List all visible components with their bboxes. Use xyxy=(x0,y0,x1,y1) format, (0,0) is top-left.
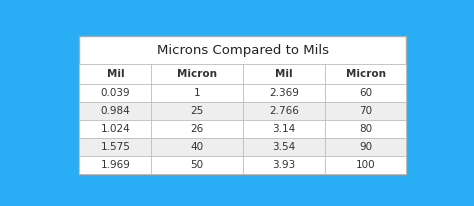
Text: 3.54: 3.54 xyxy=(272,142,295,152)
Text: 25: 25 xyxy=(191,106,204,116)
Text: Mil: Mil xyxy=(107,69,124,79)
FancyBboxPatch shape xyxy=(80,138,406,156)
Text: 80: 80 xyxy=(359,124,372,134)
Text: Microns Compared to Mils: Microns Compared to Mils xyxy=(157,44,329,57)
Text: 2.369: 2.369 xyxy=(269,88,299,98)
Text: Micron: Micron xyxy=(177,69,217,79)
Text: 70: 70 xyxy=(359,106,372,116)
Text: 90: 90 xyxy=(359,142,372,152)
Text: 0.984: 0.984 xyxy=(100,106,130,116)
Text: Mil: Mil xyxy=(275,69,292,79)
Text: 40: 40 xyxy=(191,142,204,152)
Text: 50: 50 xyxy=(191,160,204,170)
Text: 1.969: 1.969 xyxy=(100,160,130,170)
FancyBboxPatch shape xyxy=(80,120,406,138)
FancyBboxPatch shape xyxy=(80,84,406,102)
FancyBboxPatch shape xyxy=(80,102,406,120)
Text: 0.039: 0.039 xyxy=(100,88,130,98)
Text: 3.14: 3.14 xyxy=(272,124,295,134)
Text: 1.024: 1.024 xyxy=(100,124,130,134)
Text: 100: 100 xyxy=(356,160,375,170)
Text: 1.575: 1.575 xyxy=(100,142,130,152)
Text: 26: 26 xyxy=(191,124,204,134)
FancyBboxPatch shape xyxy=(80,36,406,174)
Text: 1: 1 xyxy=(194,88,201,98)
Text: Micron: Micron xyxy=(346,69,385,79)
Text: 60: 60 xyxy=(359,88,372,98)
Text: 3.93: 3.93 xyxy=(272,160,295,170)
FancyBboxPatch shape xyxy=(80,64,406,84)
FancyBboxPatch shape xyxy=(80,156,406,174)
Text: 2.766: 2.766 xyxy=(269,106,299,116)
